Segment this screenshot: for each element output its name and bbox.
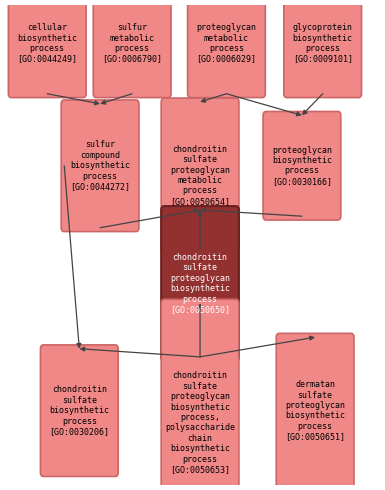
FancyBboxPatch shape [161, 98, 239, 253]
Text: sulfur
metabolic
process
[GO:0006790]: sulfur metabolic process [GO:0006790] [102, 23, 162, 63]
FancyBboxPatch shape [93, 0, 171, 98]
Text: sulfur
compound
biosynthetic
process
[GO:0044272]: sulfur compound biosynthetic process [GO… [70, 141, 130, 191]
Text: chondroitin
sulfate
proteoglycan
biosynthetic
process
[GO:0050650]: chondroitin sulfate proteoglycan biosynt… [170, 253, 230, 314]
FancyBboxPatch shape [61, 100, 139, 232]
FancyBboxPatch shape [40, 345, 118, 476]
Text: chondroitin
sulfate
biosynthetic
process
[GO:0030206]: chondroitin sulfate biosynthetic process… [49, 385, 109, 436]
FancyBboxPatch shape [161, 299, 239, 490]
Text: chondroitin
sulfate
proteoglycan
biosynthetic
process,
polysaccharide
chain
bios: chondroitin sulfate proteoglycan biosynt… [165, 371, 235, 474]
Text: proteoglycan
metabolic
process
[GO:0006029]: proteoglycan metabolic process [GO:00060… [196, 23, 256, 63]
FancyBboxPatch shape [284, 0, 362, 98]
FancyBboxPatch shape [187, 0, 265, 98]
Text: chondroitin
sulfate
proteoglycan
metabolic
process
[GO:0050654]: chondroitin sulfate proteoglycan metabol… [170, 145, 230, 206]
Text: glycoprotein
biosynthetic
process
[GO:0009101]: glycoprotein biosynthetic process [GO:00… [293, 23, 353, 63]
Text: proteoglycan
biosynthetic
process
[GO:0030166]: proteoglycan biosynthetic process [GO:00… [272, 146, 332, 186]
FancyBboxPatch shape [263, 112, 341, 220]
Text: dermatan
sulfate
proteoglycan
biosynthetic
process
[GO:0050651]: dermatan sulfate proteoglycan biosynthet… [285, 380, 345, 441]
FancyBboxPatch shape [8, 0, 86, 98]
Text: cellular
biosynthetic
process
[GO:0044249]: cellular biosynthetic process [GO:004424… [17, 23, 77, 63]
FancyBboxPatch shape [276, 333, 354, 488]
FancyBboxPatch shape [161, 206, 239, 361]
